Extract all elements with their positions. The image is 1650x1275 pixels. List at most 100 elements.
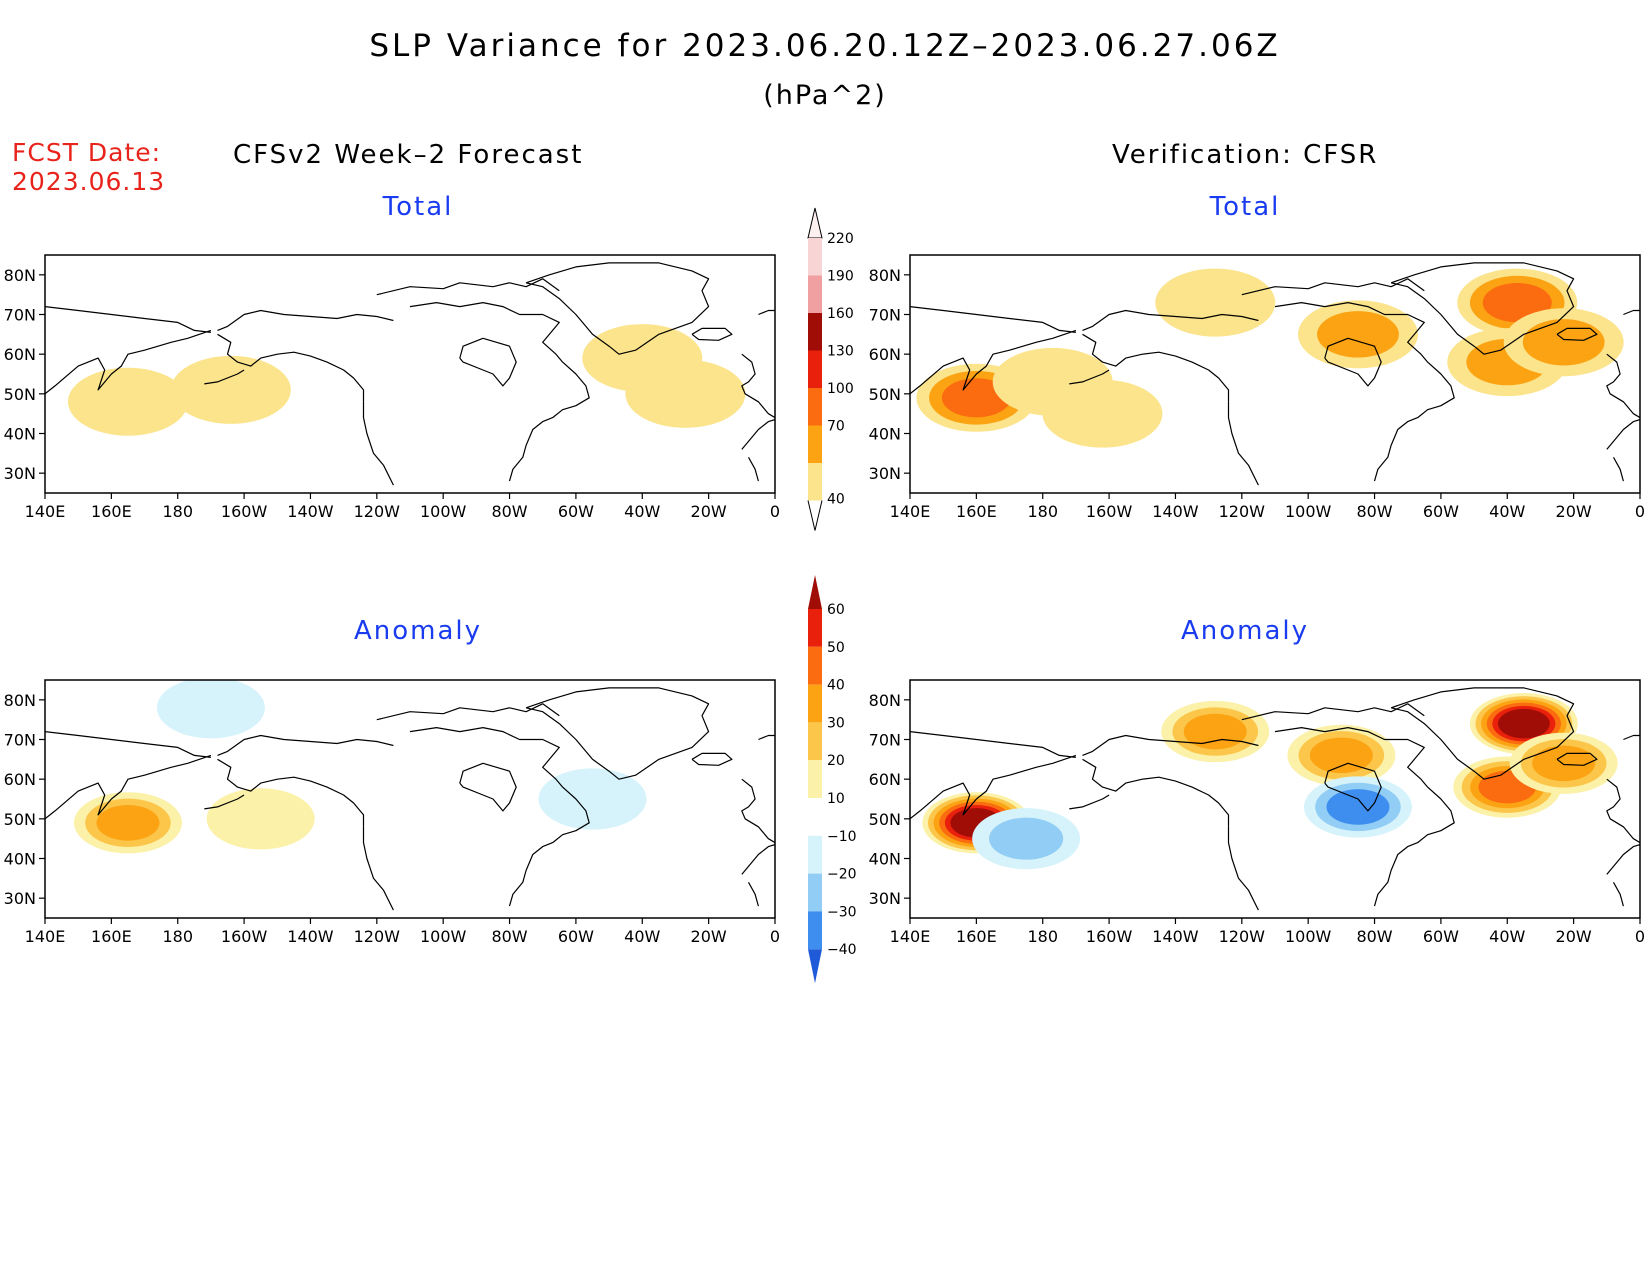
colorbar-segment: [808, 238, 822, 276]
lat-tick-label: 50N: [4, 385, 36, 404]
contour-fill: [1155, 268, 1276, 337]
colorbar-segment: [808, 425, 822, 463]
lat-tick-label: 80N: [4, 266, 36, 285]
lon-tick-label: 40W: [1489, 502, 1525, 521]
colorbar-level-label: 130: [827, 344, 854, 360]
colorbar-segment: [808, 609, 822, 647]
lon-tick-label: 120W: [354, 502, 401, 521]
contour-fill: [206, 788, 315, 850]
forecast-date-value: 2023.06.13: [12, 167, 166, 196]
colorbar-level-label: 50: [827, 640, 845, 656]
lon-tick-label: 160E: [91, 502, 132, 521]
lat-tick-label: 80N: [869, 691, 901, 710]
colorbar-level-label: 160: [827, 306, 854, 322]
lat-tick-label: 70N: [4, 306, 36, 325]
forecast-anomaly-label: Anomaly: [353, 616, 483, 646]
contour-fill: [1317, 311, 1399, 358]
lon-tick-label: 0: [770, 927, 780, 946]
colorbar-level-label: 20: [827, 753, 845, 769]
lon-tick-label: 140W: [287, 927, 334, 946]
colorbar-level-label: 30: [827, 715, 845, 731]
lon-tick-label: 40W: [624, 927, 660, 946]
lon-tick-label: 100W: [420, 502, 467, 521]
colorbar-upper-arrow: [807, 207, 823, 239]
colorbar-lower-arrow: [808, 949, 822, 984]
lon-tick-label: 140E: [890, 927, 931, 946]
verification-column-title: Verification: CFSR: [1112, 140, 1379, 170]
forecast-total-map: 140E 160E 180 160W 140W 120W 100W 80W 60W 40W 20W 0…: [4, 254, 780, 521]
contour-fill: [1497, 708, 1550, 739]
lon-tick-label: 180: [1027, 502, 1058, 521]
contour-fill: [1042, 379, 1163, 448]
verification-anomaly-label: Anomaly: [1180, 616, 1310, 646]
contour-fill: [538, 768, 647, 830]
colorbar-segment: [808, 684, 822, 723]
colorbar-segment: [808, 873, 822, 912]
lon-tick-label: 160W: [1086, 502, 1133, 521]
lon-tick-label: 140E: [890, 502, 931, 521]
colorbar-segment: [808, 835, 822, 874]
lon-tick-label: 160W: [1086, 927, 1133, 946]
verification-total-map: 140E 160E 180 160W 140W 120W 100W 80W 60W 40W 20W 0…: [869, 254, 1645, 521]
forecast-total-label: Total: [382, 192, 454, 222]
colorbar-segment: [808, 722, 822, 761]
lon-tick-label: 100W: [1285, 502, 1332, 521]
lon-tick-label: 180: [162, 502, 193, 521]
lon-tick-label: 60W: [1423, 927, 1459, 946]
colorbar-level-label: −40: [827, 942, 857, 958]
lon-tick-label: 20W: [691, 502, 727, 521]
colorbar-level-label: 40: [827, 492, 845, 508]
colorbar-segment: [808, 760, 822, 798]
colorbar-level-label: −20: [827, 867, 857, 883]
colorbar-segment: [808, 798, 822, 836]
lon-tick-label: 40W: [1489, 927, 1525, 946]
lat-tick-label: 40N: [869, 425, 901, 444]
lat-tick-label: 40N: [4, 850, 36, 869]
colorbar-segment: [808, 275, 822, 313]
lat-tick-label: 50N: [4, 810, 36, 829]
forecast-anomaly-map: 140E 160E 180 160W 140W 120W 100W 80W 60W 40W 20W 0…: [4, 679, 780, 946]
lat-tick-label: 40N: [869, 850, 901, 869]
units-label: (hPa^2): [763, 80, 887, 111]
lon-tick-label: 140W: [287, 502, 334, 521]
forecast-column-title: CFSv2 Week–2 Forecast: [233, 140, 584, 170]
colorbar-level-label: 220: [827, 231, 854, 247]
lon-tick-label: 180: [1027, 927, 1058, 946]
lon-tick-label: 140E: [25, 927, 66, 946]
lon-tick-label: 120W: [1219, 927, 1266, 946]
forecast-date-label: FCST Date:: [12, 138, 162, 167]
colorbar-level-label: 60: [827, 602, 845, 618]
contour-fill: [1326, 789, 1390, 825]
colorbar-level-label: 190: [827, 269, 854, 285]
colorbar-segment: [808, 350, 822, 388]
lon-tick-label: 120W: [1219, 502, 1266, 521]
lon-tick-label: 40W: [624, 502, 660, 521]
lat-tick-label: 30N: [4, 464, 36, 483]
colorbar-level-label: −10: [827, 829, 857, 845]
anomaly-colorbar: 60 50 40 30 20 10 −10 −20 −30 −40: [808, 575, 857, 984]
lon-tick-label: 20W: [1556, 927, 1592, 946]
lat-tick-label: 70N: [869, 731, 901, 750]
lon-tick-label: 120W: [354, 927, 401, 946]
verification-anomaly-map: 140E 160E 180 160W 140W 120W 100W 80W 60W 40W 20W 0…: [869, 679, 1645, 946]
lon-tick-label: 100W: [1285, 927, 1332, 946]
contour-fill: [67, 367, 188, 436]
lon-tick-label: 160W: [221, 927, 268, 946]
lat-tick-label: 60N: [869, 345, 901, 364]
lon-tick-label: 160W: [221, 502, 268, 521]
lon-tick-label: 160E: [956, 502, 997, 521]
lon-tick-label: 140E: [25, 502, 66, 521]
contour-fill: [96, 805, 160, 841]
lat-tick-label: 80N: [4, 691, 36, 710]
lon-tick-label: 20W: [691, 927, 727, 946]
lon-tick-label: 60W: [558, 927, 594, 946]
lon-tick-label: 160E: [91, 927, 132, 946]
lon-tick-label: 80W: [491, 927, 527, 946]
verification-total-label: Total: [1209, 192, 1281, 222]
contour-fill: [1183, 713, 1247, 750]
colorbar-upper-arrow: [808, 575, 822, 609]
page-title: SLP Variance for 2023.06.20.12Z–2023.06.…: [369, 28, 1281, 64]
lat-tick-label: 40N: [4, 425, 36, 444]
contour-fill: [989, 817, 1064, 860]
colorbar-level-label: 10: [827, 791, 845, 807]
